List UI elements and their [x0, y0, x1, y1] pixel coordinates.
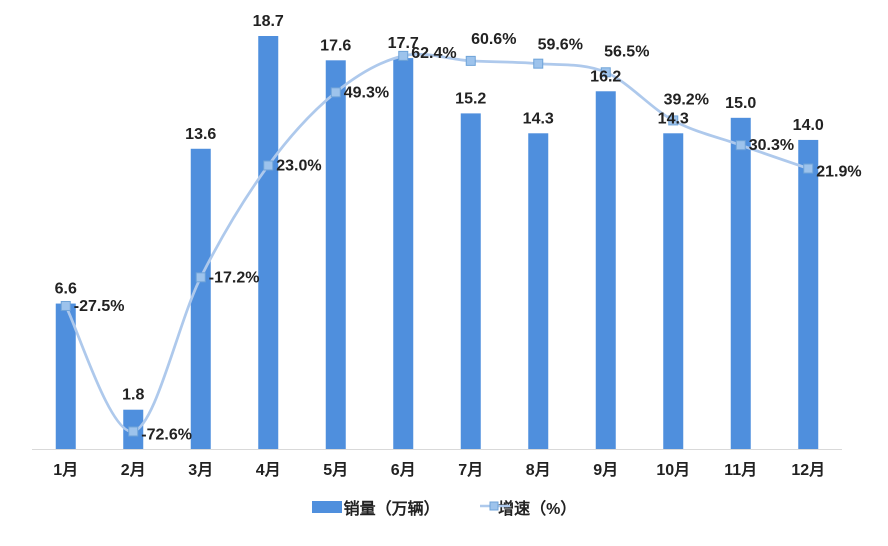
svg-text:59.6%: 59.6%: [538, 37, 583, 54]
svg-text:8月: 8月: [526, 461, 551, 479]
svg-text:9月: 9月: [593, 461, 618, 479]
svg-text:49.3%: 49.3%: [344, 84, 389, 101]
svg-text:15.0: 15.0: [725, 95, 756, 112]
svg-text:-72.6%: -72.6%: [141, 426, 192, 443]
svg-text:6.6: 6.6: [55, 281, 77, 298]
svg-text:11月: 11月: [724, 461, 757, 479]
svg-text:14.3: 14.3: [523, 110, 554, 127]
svg-text:15.2: 15.2: [455, 90, 486, 107]
svg-text:13.6: 13.6: [185, 126, 216, 143]
svg-text:60.6%: 60.6%: [471, 31, 516, 48]
svg-text:14.3: 14.3: [658, 110, 689, 127]
svg-text:62.4%: 62.4%: [411, 45, 456, 62]
svg-text:6月: 6月: [391, 461, 416, 479]
svg-text:3月: 3月: [188, 461, 213, 479]
svg-text:56.5%: 56.5%: [604, 43, 649, 60]
svg-text:14.0: 14.0: [793, 117, 824, 134]
svg-text:-17.2%: -17.2%: [209, 269, 260, 286]
svg-text:18.7: 18.7: [253, 13, 284, 30]
svg-text:16.2: 16.2: [590, 68, 621, 85]
svg-text:12月: 12月: [791, 461, 825, 479]
svg-text:4月: 4月: [256, 461, 281, 479]
svg-text:5月: 5月: [323, 461, 348, 479]
svg-text:-27.5%: -27.5%: [74, 298, 125, 315]
svg-text:2月: 2月: [121, 461, 146, 479]
svg-text:39.2%: 39.2%: [664, 91, 709, 108]
svg-text:21.9%: 21.9%: [816, 164, 861, 181]
svg-text:23.0%: 23.0%: [276, 157, 321, 174]
svg-text:10月: 10月: [656, 461, 690, 479]
svg-text:7月: 7月: [458, 461, 483, 479]
svg-text:1月: 1月: [53, 461, 78, 479]
svg-text:17.6: 17.6: [320, 37, 351, 54]
svg-text:30.3%: 30.3%: [749, 137, 794, 154]
svg-text:1.8: 1.8: [122, 387, 144, 404]
